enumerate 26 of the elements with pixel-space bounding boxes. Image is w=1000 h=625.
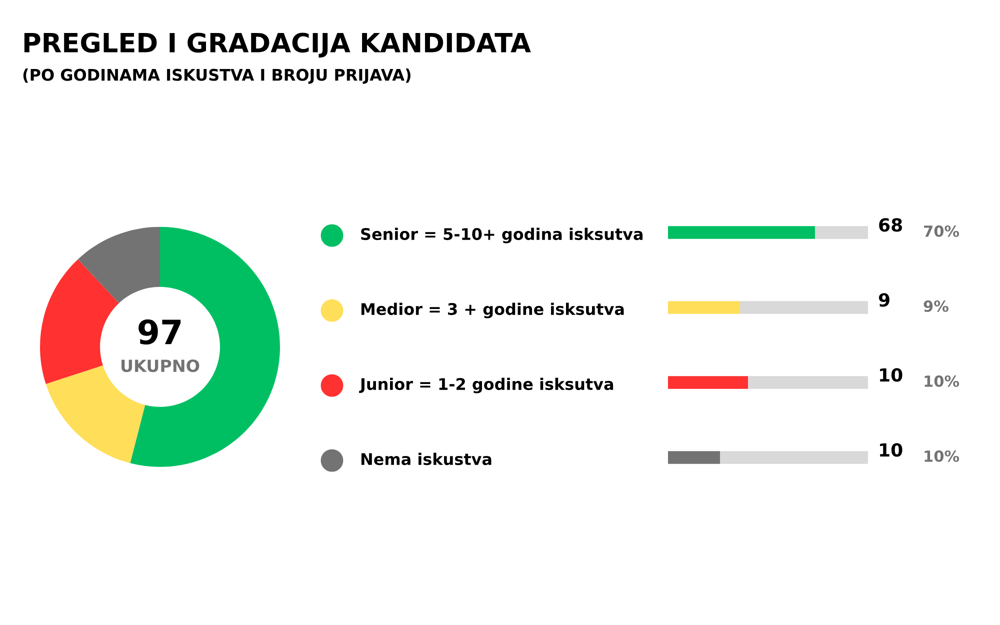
bar [748,376,868,389]
text: 70% [924,225,960,237]
bar [720,451,868,464]
chart-subtitle: (PO GODINAMA ISKUSTVA I BROJU PRIJAVA) [23,68,410,84]
bar [668,376,748,389]
donut-slice [78,226,160,304]
bar [740,301,868,314]
y-tick-label: Nema iskustva [361,452,492,466]
bar [668,226,815,239]
y-tick-label: Senior = 5-10+ godina isksutva [361,228,643,244]
bar [668,451,720,464]
text: 10% [924,375,960,387]
text: 68 [879,218,902,232]
bar [815,226,868,239]
bar [668,301,740,314]
text: UKUPNO [122,360,200,372]
text: 10% [924,450,960,462]
text: 9% [924,300,948,312]
text: 9 [878,293,890,307]
text: 10 [880,368,902,382]
text: 97 [138,319,181,345]
y-tick-label: Junior = 1-2 godine isksutva [359,378,614,394]
chart-title: PREGLED I GRADACIJA KANDIDATA [24,32,531,58]
y-tick-label: Medior = 3 + godine isksutva [361,302,624,318]
donut-slice [40,259,119,384]
text: 10 [880,443,902,457]
